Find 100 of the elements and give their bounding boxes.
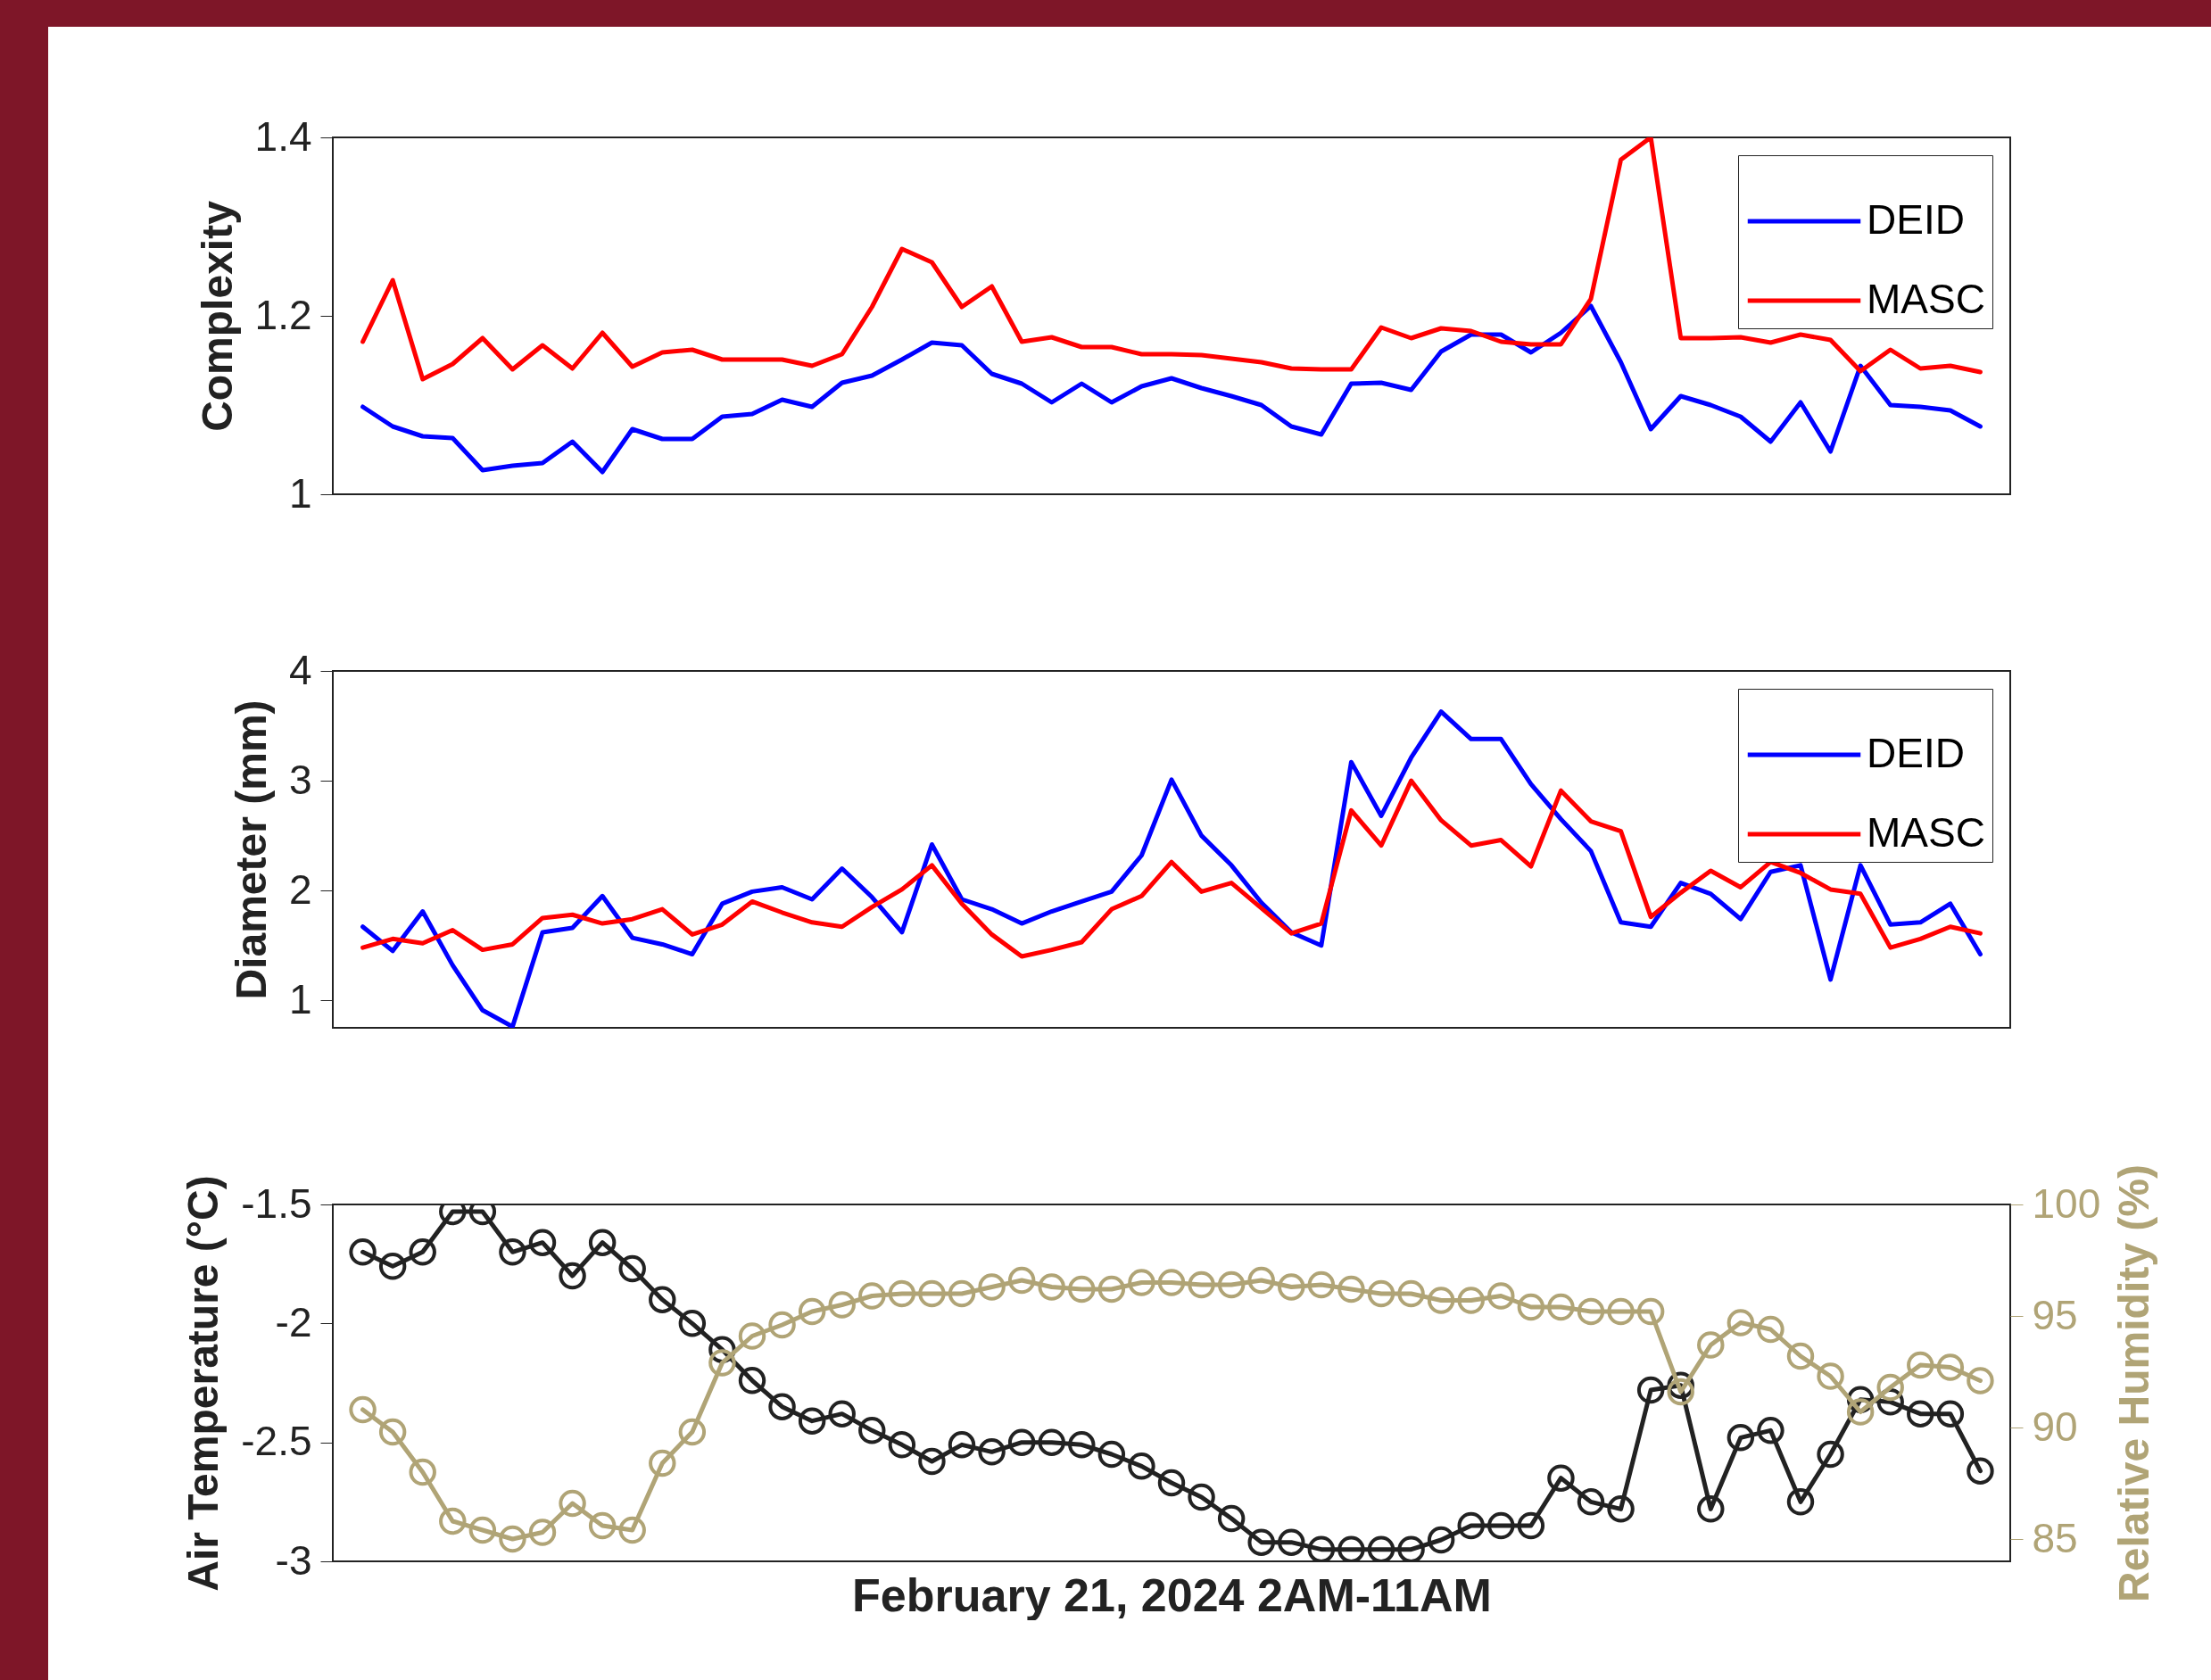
point: [528, 1229, 557, 1256]
point: [978, 1273, 1006, 1301]
point: [588, 1511, 617, 1540]
y2-tick-label: 95: [2032, 1291, 2078, 1338]
point: [1967, 1367, 1994, 1394]
point: [888, 1279, 916, 1308]
point: [499, 1525, 526, 1553]
y-axis-title: Complexity: [193, 200, 241, 432]
point: [1427, 1287, 1455, 1314]
point: [409, 1238, 436, 1266]
point: [1337, 1275, 1365, 1303]
point: [378, 1253, 407, 1280]
point: [1786, 1488, 1815, 1516]
y-tick-label: -3: [275, 1536, 312, 1584]
y-tick-label: -1.5: [241, 1179, 312, 1227]
point: [858, 1282, 886, 1310]
point: [559, 1489, 586, 1518]
point: [1817, 1440, 1844, 1469]
point: [1157, 1269, 1186, 1296]
y2-axis-title: Relative Humidity (%): [2110, 1164, 2158, 1602]
y-axis-title: Air Temperature (°C): [179, 1175, 228, 1592]
y-tick-label: -2: [275, 1298, 312, 1345]
legend-label: DEID: [1867, 730, 1965, 776]
point: [1278, 1528, 1305, 1556]
point: [1397, 1535, 1425, 1561]
y-tick-label: 4: [288, 646, 312, 693]
point: [858, 1417, 886, 1444]
point: [1936, 1400, 1965, 1428]
point: [1936, 1353, 1965, 1381]
point: [978, 1438, 1006, 1466]
point: [618, 1254, 646, 1283]
y2-tick-label: 100: [2032, 1179, 2101, 1227]
point: [649, 1286, 676, 1313]
legend-label: MASC: [1867, 809, 1985, 856]
y-tick-label: -2.5: [241, 1418, 312, 1465]
point: [1607, 1297, 1635, 1326]
point: [1607, 1495, 1635, 1523]
y-tick-label: 1.4: [254, 112, 312, 160]
point: [738, 1367, 766, 1394]
point: [1907, 1351, 1934, 1379]
point: [1188, 1483, 1215, 1511]
point: [1367, 1535, 1395, 1561]
point: [1157, 1469, 1186, 1497]
point: [1427, 1526, 1455, 1554]
point: [1397, 1279, 1425, 1308]
point: [1967, 1457, 1994, 1485]
point: [1577, 1297, 1605, 1326]
point: [349, 1238, 377, 1266]
point: [708, 1349, 736, 1377]
point: [738, 1322, 766, 1350]
y-tick-label: 2: [288, 865, 312, 913]
point: [1307, 1270, 1336, 1299]
y-tick-label: 1: [288, 469, 312, 517]
point: [1547, 1293, 1575, 1321]
point: [1517, 1511, 1545, 1540]
point: [649, 1449, 676, 1477]
point: [1577, 1488, 1605, 1516]
point: [1068, 1431, 1096, 1459]
point: [1188, 1270, 1215, 1299]
point: [1247, 1528, 1275, 1556]
point: [768, 1311, 796, 1339]
y-tick-label: 1: [288, 975, 312, 1022]
point: [1697, 1331, 1725, 1359]
point: [1217, 1504, 1246, 1533]
point: [1817, 1362, 1844, 1390]
point: [1007, 1428, 1036, 1456]
point: [948, 1279, 976, 1308]
point: [1727, 1424, 1755, 1452]
point: [1547, 1464, 1575, 1492]
point: [1457, 1287, 1485, 1314]
legend-label: DEID: [1867, 196, 1965, 243]
point: [828, 1291, 856, 1319]
point: [1487, 1282, 1515, 1310]
point: [768, 1393, 796, 1420]
point: [1757, 1315, 1785, 1344]
point: [918, 1447, 946, 1476]
point: [1517, 1293, 1545, 1321]
point: [1097, 1440, 1126, 1469]
point: [528, 1519, 557, 1546]
y-tick-label: 3: [288, 756, 312, 803]
point: [1876, 1373, 1904, 1402]
point: [1307, 1535, 1336, 1561]
point: [559, 1262, 586, 1290]
point: [499, 1238, 526, 1266]
point: [1038, 1428, 1065, 1456]
point: [1337, 1535, 1365, 1561]
point: [678, 1310, 707, 1337]
point: [798, 1407, 826, 1435]
point: [1786, 1342, 1815, 1370]
point: [1007, 1266, 1036, 1295]
point: [1217, 1270, 1246, 1299]
point: [618, 1516, 646, 1544]
point: [1907, 1400, 1934, 1428]
point: [378, 1418, 407, 1446]
point: [1278, 1273, 1305, 1301]
point: [1367, 1279, 1395, 1308]
point: [1667, 1378, 1694, 1406]
point: [1727, 1309, 1755, 1337]
point: [1068, 1275, 1096, 1303]
point: [1487, 1511, 1515, 1540]
